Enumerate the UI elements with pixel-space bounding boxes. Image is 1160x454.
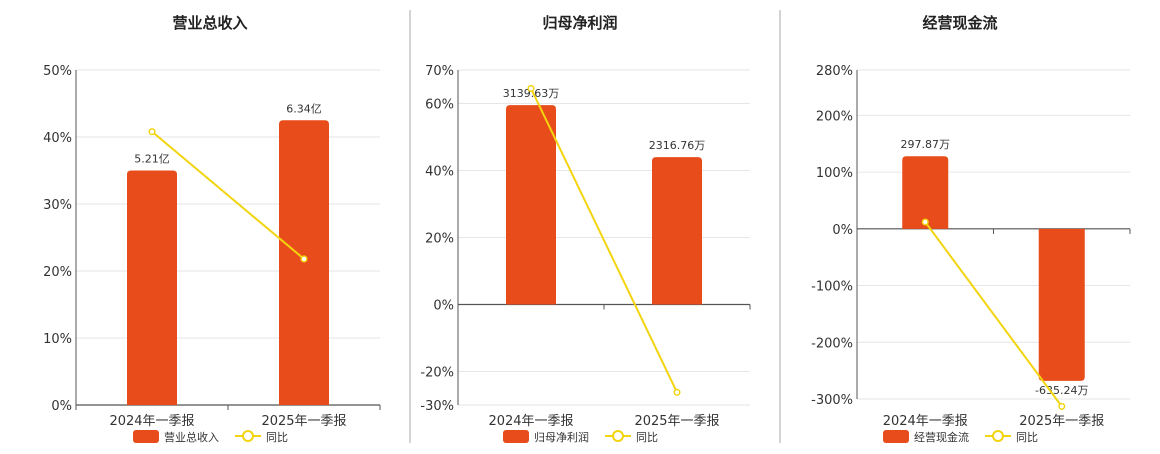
bar-data-label: 6.34亿 (286, 102, 322, 115)
x-tick-label: 2025年一季报 (634, 414, 719, 429)
y-tick-label: 0% (433, 299, 454, 314)
bar (1038, 228, 1085, 381)
yoy-point (1058, 402, 1066, 410)
bar-data-label: 3139.63万 (503, 87, 560, 100)
yoy-line (924, 221, 1063, 407)
y-tick-label: -300% (811, 393, 853, 408)
chart-panel-operating-cashflow: 经营现金流 -300% -200% -100% 0% 100% 200% 280% 297.8… (811, 14, 1131, 444)
y-tick-label: 70% (425, 64, 454, 79)
yoy-point (300, 255, 308, 263)
y-tick-label: 60% (425, 98, 454, 113)
legend-swatch-marker (992, 430, 1004, 442)
chart-panel-revenue: 营业总收入 0% 10% 20% 30% 40% 50% 5.21亿 6.34亿 2024年一季… (43, 14, 381, 444)
legend-label: 归母净利润 (534, 430, 589, 444)
yoy-line (151, 130, 305, 260)
legend-swatch-marker (612, 430, 624, 442)
y-tick-label: 100% (816, 166, 853, 181)
yoy-point (921, 218, 929, 226)
legend-swatch-marker (242, 430, 254, 442)
x-tick-label: 2024年一季报 (488, 414, 573, 429)
bar (506, 105, 556, 305)
x-tick-label: 2024年一季报 (883, 414, 968, 429)
legend-label: 同比 (636, 431, 658, 444)
bar (652, 157, 702, 305)
x-tick-label: 2024年一季报 (109, 414, 194, 429)
y-tick-label: -20% (420, 366, 454, 381)
y-tick-label: 50% (43, 64, 72, 79)
y-tick-label: -30% (420, 399, 454, 414)
chart-title: 经营现金流 (922, 14, 997, 32)
bar (279, 120, 329, 405)
y-tick-label: 40% (425, 165, 454, 180)
bar-data-label: -635.24万 (1035, 384, 1088, 397)
chart-title: 营业总收入 (172, 14, 247, 32)
x-tick-label: 2025年一季报 (1019, 414, 1104, 429)
bar (902, 156, 949, 229)
y-tick-label: 280% (816, 64, 853, 79)
x-tick-label: 2025年一季报 (261, 414, 346, 429)
y-tick-label: -200% (811, 336, 853, 351)
bar-data-label: 297.87万 (901, 138, 951, 151)
y-tick-label: 30% (43, 198, 72, 213)
legend-swatch-bar (883, 430, 909, 443)
bar-data-label: 5.21亿 (134, 153, 170, 166)
legend-swatch-bar (133, 430, 159, 443)
y-tick-label: 10% (43, 332, 72, 347)
yoy-point (148, 128, 156, 136)
chart-title: 归母净利润 (542, 14, 617, 32)
legend-label: 营业总收入 (164, 430, 219, 444)
y-tick-label: 20% (43, 265, 72, 280)
legend-label: 同比 (266, 431, 288, 444)
y-tick-label: 40% (43, 131, 72, 146)
y-tick-label: 200% (816, 109, 853, 124)
y-tick-label: 0% (832, 223, 853, 238)
yoy-point (673, 388, 681, 396)
chart-panel-net-profit: 归母净利润 -30% -20% 0% 20% 40% 60% 70% 3139.63万 2316… (420, 14, 751, 444)
bar (127, 170, 177, 405)
yoy-line (530, 87, 678, 393)
bar-data-label: 2316.76万 (649, 139, 706, 152)
y-tick-label: 0% (51, 399, 72, 414)
y-tick-label: 20% (425, 232, 454, 247)
legend-label: 同比 (1016, 431, 1038, 444)
yoy-point (527, 84, 535, 92)
y-tick-label: -100% (811, 280, 853, 295)
legend-label: 经营现金流 (914, 430, 969, 444)
legend-swatch-bar (503, 430, 529, 443)
